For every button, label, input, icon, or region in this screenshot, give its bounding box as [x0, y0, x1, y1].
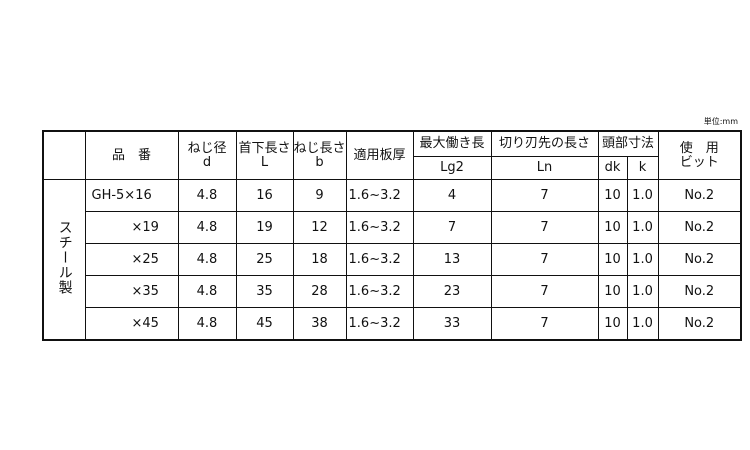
table-row: スチール製 GH-5×16 4.8 16 9 1.6~3.2 4 7 10 1.0 No.2 — [42, 179, 742, 341]
unit-label: 単位:mm — [703, 117, 738, 126]
cell-dk: 10 — [597, 275, 628, 308]
cell-d: 4.8 — [177, 243, 237, 276]
cell-ln: 7 — [490, 211, 599, 244]
cell-lg2: 4 — [412, 179, 492, 212]
header-lg2: Lg2 — [412, 156, 492, 180]
cell-L: 16 — [235, 179, 294, 212]
cell-dk: 10 — [597, 211, 628, 244]
header-lg2-label: 最大働き長 — [412, 130, 492, 157]
cell-bit: No.2 — [657, 275, 742, 308]
table-row: ×25 4.8 25 18 1.6~3.2 13 7 10 1.0 No.2 — [43, 243, 742, 276]
cell-dk: 10 — [597, 179, 628, 212]
table-row: ×19 4.8 19 12 1.6~3.2 7 7 10 1.0 No.2 — [43, 211, 742, 244]
cell-part: ×35 — [84, 275, 179, 308]
cell-part: GH-5×16 — [84, 179, 179, 212]
cell-L: 45 — [235, 307, 294, 341]
cell-d: 4.8 — [177, 307, 237, 341]
header-ln-label: 切り刃先の長さ — [490, 130, 599, 157]
cell-ln: 7 — [490, 307, 599, 341]
header-L: 首下長さ L — [235, 130, 294, 180]
cell-bit: No.2 — [657, 179, 742, 212]
cell-lg2: 23 — [412, 275, 492, 308]
cell-b: 38 — [292, 307, 347, 341]
cell-k: 1.0 — [626, 275, 659, 308]
cell-part: ×25 — [84, 243, 179, 276]
cell-lg2: 7 — [412, 211, 492, 244]
cell-plate: 1.6~3.2 — [345, 179, 414, 212]
header-bit: 使 用ビット — [657, 130, 742, 180]
cell-k: 1.0 — [626, 211, 659, 244]
cell-ln: 7 — [490, 179, 599, 212]
cell-b: 12 — [292, 211, 347, 244]
cell-d: 4.8 — [177, 179, 237, 212]
spec-table: 品 番 ねじ径 d 首下長さ L ねじ長さ b 適用板厚 最大働き長 切り刃先の長さ … — [42, 130, 743, 341]
cell-L: 35 — [235, 275, 294, 308]
cell-k: 1.0 — [626, 307, 659, 341]
cell-b: 18 — [292, 243, 347, 276]
cell-part: ×45 — [84, 307, 179, 341]
cell-d: 4.8 — [177, 275, 237, 308]
cell-ln: 7 — [490, 275, 599, 308]
cell-plate: 1.6~3.2 — [345, 275, 414, 308]
cell-L: 25 — [235, 243, 294, 276]
table-row: ×35 4.8 35 28 1.6~3.2 23 7 10 1.0 No.2 — [43, 275, 742, 308]
cell-dk: 10 — [597, 307, 628, 341]
cell-bit: No.2 — [657, 307, 742, 341]
header-plate: 適用板厚 — [345, 130, 414, 180]
cell-k: 1.0 — [626, 243, 659, 276]
cell-b: 28 — [292, 275, 347, 308]
header-b: ねじ長さ b — [292, 130, 347, 180]
header-k: k — [626, 156, 659, 180]
cell-plate: 1.6~3.2 — [345, 211, 414, 244]
cell-plate: 1.6~3.2 — [345, 243, 414, 276]
header-head: 頭部寸法 — [597, 130, 659, 157]
header-ln: Ln — [490, 156, 599, 180]
header-dk: dk — [597, 156, 628, 180]
cell-plate: 1.6~3.2 — [345, 307, 414, 341]
cell-L: 19 — [235, 211, 294, 244]
header-part-no: 品 番 — [84, 130, 179, 180]
cell-part: ×19 — [84, 211, 179, 244]
cell-b: 9 — [292, 179, 347, 212]
cell-bit: No.2 — [657, 211, 742, 244]
cell-k: 1.0 — [626, 179, 659, 212]
cell-bit: No.2 — [657, 243, 742, 276]
material-cell: スチール製 — [42, 179, 86, 341]
cell-lg2: 13 — [412, 243, 492, 276]
corner-cell — [42, 130, 86, 180]
cell-d: 4.8 — [177, 211, 237, 244]
cell-ln: 7 — [490, 243, 599, 276]
table-row: ×45 4.8 45 38 1.6~3.2 33 7 10 1.0 No.2 — [43, 307, 742, 341]
cell-lg2: 33 — [412, 307, 492, 341]
header-d: ねじ径 d — [177, 130, 237, 180]
cell-dk: 10 — [597, 243, 628, 276]
